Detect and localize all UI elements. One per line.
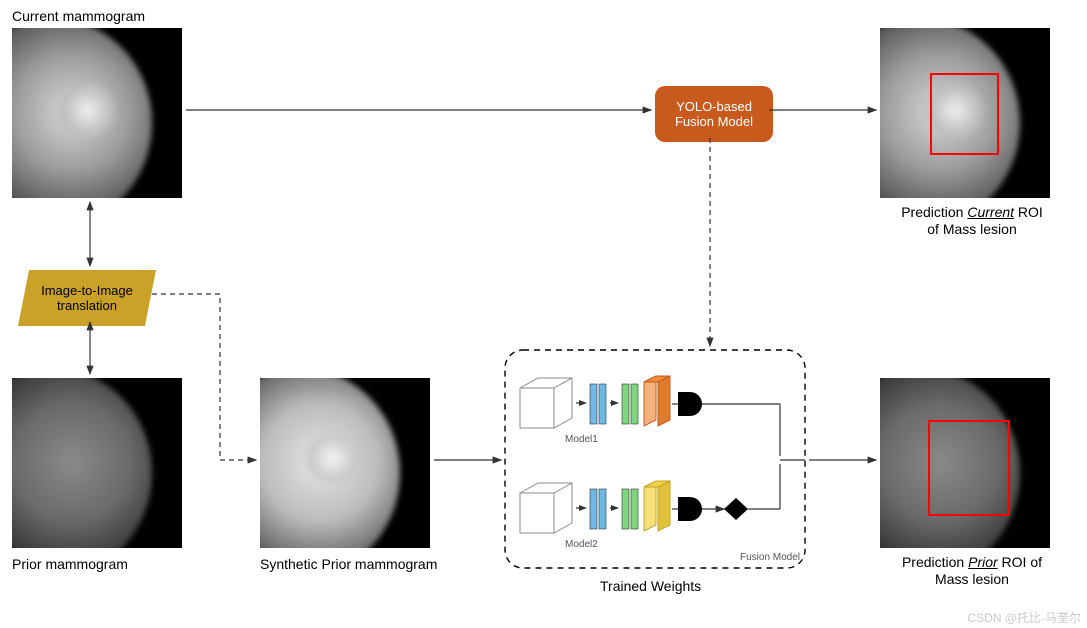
label-synth: Synthetic Prior mammogram xyxy=(260,556,437,573)
node-i2i: Image-to-Image translation xyxy=(18,270,156,326)
img-pred-prior xyxy=(880,378,1050,548)
label-pred-prior: Prediction Prior ROI of Mass lesion xyxy=(892,554,1052,588)
label-trained: Trained Weights xyxy=(600,578,701,595)
label-prior: Prior mammogram xyxy=(12,556,128,573)
img-prior xyxy=(12,378,182,548)
mini-label-fusion: Fusion Model xyxy=(740,552,800,563)
node-yolo: YOLO-based Fusion Model xyxy=(655,86,773,142)
watermark: CSDN @托比-马奎尔 xyxy=(967,609,1081,626)
img-current xyxy=(12,28,182,198)
roi-current xyxy=(930,73,999,155)
label-current: Current mammogram xyxy=(12,8,145,25)
label-pred-current: Prediction Current ROI of Mass lesion xyxy=(892,204,1052,238)
roi-prior xyxy=(928,420,1010,516)
mini-label-model1: Model1 xyxy=(565,434,598,445)
mini-label-model2: Model2 xyxy=(565,539,598,550)
img-pred-current xyxy=(880,28,1050,198)
img-synth xyxy=(260,378,430,548)
